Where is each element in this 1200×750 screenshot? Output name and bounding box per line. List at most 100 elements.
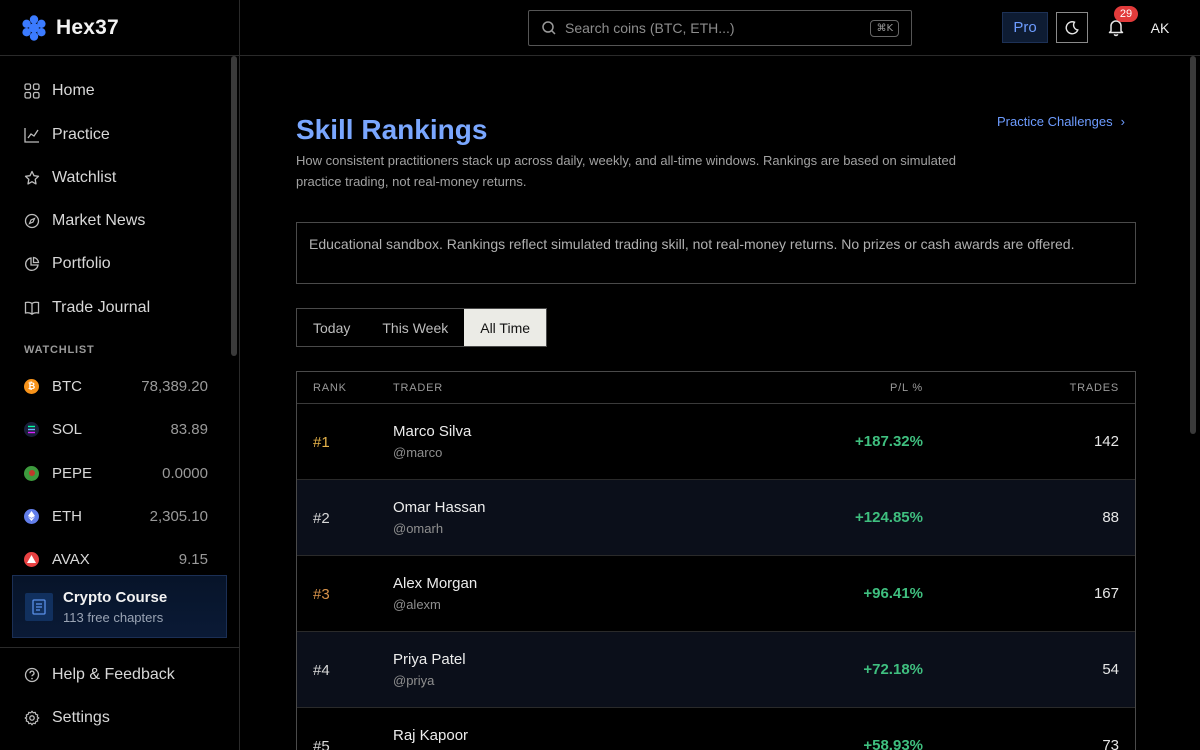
search-input[interactable]: Search coins (BTC, ETH...) ⌘K — [528, 10, 912, 46]
brand-name: Hex37 — [56, 16, 119, 39]
rank-cell: #1 — [313, 434, 330, 451]
course-subtitle: 113 free chapters — [63, 609, 164, 625]
bell-icon — [1108, 20, 1124, 37]
trader-handle: @omarh — [393, 521, 444, 536]
main-scrollbar[interactable] — [1190, 56, 1196, 434]
sidebar-item-label: Home — [52, 82, 95, 99]
book-icon — [24, 301, 40, 316]
watchlist-price: 2,305.10 — [149, 507, 208, 525]
sidebar-item-settings[interactable]: Settings — [24, 706, 110, 730]
sidebar-item-watchlist[interactable]: Watchlist — [24, 166, 116, 190]
sidebar-item-trade-journal[interactable]: Trade Journal — [24, 296, 150, 320]
table-row[interactable]: #3 Alex Morgan @alexm +96.41% 167 — [297, 556, 1135, 632]
crypto-course-card[interactable]: Crypto Course 113 free chapters — [12, 575, 227, 638]
sidebar-item-label: Trade Journal — [52, 299, 151, 316]
table-row[interactable]: #4 Priya Patel @priya +72.18% 54 — [297, 632, 1135, 708]
compass-icon — [24, 213, 40, 229]
watchlist-symbol: ETH — [52, 507, 82, 525]
column-header-trades[interactable]: TRADES — [1069, 382, 1119, 394]
moon-icon — [1065, 20, 1079, 34]
sidebar-item-home[interactable]: Home — [24, 79, 95, 103]
practice-challenges-link[interactable]: Practice Challenges › — [997, 114, 1125, 129]
main-content: Skill Rankings How consistent practition… — [240, 56, 1200, 750]
pl-cell: +124.85% — [855, 509, 923, 526]
avatar[interactable]: AK — [1150, 19, 1170, 36]
notification-count-badge: 29 — [1114, 6, 1138, 22]
pl-cell: +187.32% — [855, 433, 923, 450]
ethereum-icon — [24, 508, 39, 524]
trader-name: Priya Patel — [393, 651, 466, 668]
trader-name: Omar Hassan — [393, 499, 486, 516]
course-book-icon — [25, 592, 53, 621]
rank-cell: #4 — [313, 662, 330, 679]
pepe-icon — [24, 465, 39, 481]
chart-line-icon — [24, 128, 39, 143]
tab-this-week[interactable]: This Week — [382, 319, 449, 336]
trades-cell: 88 — [1102, 509, 1119, 526]
trades-cell: 167 — [1093, 585, 1119, 602]
sidebar-item-help[interactable]: Help & Feedback — [24, 663, 175, 687]
pl-cell: +72.18% — [863, 661, 923, 678]
trader-name: Alex Morgan — [393, 575, 478, 592]
pro-button[interactable]: Pro — [1002, 12, 1048, 43]
sidebar-item-label: Watchlist — [52, 169, 117, 186]
watchlist-symbol: BTC — [52, 377, 82, 395]
sidebar-scrollbar[interactable] — [231, 56, 237, 356]
table-header: RANK TRADER P/L % TRADES — [297, 372, 1135, 404]
table-row[interactable]: #1 Marco Silva @marco +187.32% 142 — [297, 404, 1135, 480]
bitcoin-icon: ₿ — [24, 378, 39, 394]
trader-name: Raj Kapoor — [393, 727, 469, 744]
sidebar-item-label: Help & Feedback — [52, 666, 175, 683]
watchlist-item-avax[interactable]: AVAX 9.15 — [24, 549, 208, 569]
watchlist-symbol: PEPE — [52, 464, 93, 482]
column-header-pl[interactable]: P/L % — [890, 382, 923, 394]
sidebar-item-practice[interactable]: Practice — [24, 123, 110, 147]
theme-toggle-button[interactable] — [1056, 12, 1088, 43]
educational-notice: Educational sandbox. Rankings reflect si… — [296, 222, 1136, 284]
watchlist-item-sol[interactable]: SOL 83.89 — [24, 419, 208, 439]
trades-cell: 54 — [1102, 661, 1119, 678]
gear-icon — [24, 710, 40, 726]
sidebar-item-label: Practice — [52, 126, 110, 143]
watchlist-item-pepe[interactable]: PEPE 0.0000 — [24, 463, 208, 483]
page-title: Skill Rankings — [296, 114, 488, 145]
watchlist-item-eth[interactable]: ETH 2,305.10 — [24, 506, 208, 526]
pie-chart-icon — [25, 256, 40, 271]
shortcut-hint: ⌘K — [870, 19, 899, 37]
column-header-trader[interactable]: TRADER — [393, 382, 444, 394]
column-header-rank[interactable]: RANK — [313, 382, 347, 394]
watchlist-price: 9.15 — [178, 550, 208, 568]
grid-icon — [24, 83, 40, 99]
hex-logo-icon — [22, 15, 46, 41]
time-range-tabs: Today This Week All Time — [296, 308, 548, 347]
brand[interactable]: Hex37 — [0, 0, 240, 56]
trader-handle: @alexm — [393, 597, 441, 612]
sidebar-item-market-news[interactable]: Market News — [24, 209, 145, 233]
course-title: Crypto Course — [63, 588, 168, 606]
trader-name: Marco Silva — [393, 423, 472, 440]
tab-all-time[interactable]: All Time — [464, 309, 547, 346]
chevron-right-icon: › — [1120, 114, 1125, 129]
search-icon — [542, 21, 556, 35]
sidebar-item-label: Market News — [52, 212, 146, 229]
sidebar-item-portfolio[interactable]: Portfolio — [24, 252, 111, 276]
pl-cell: +96.41% — [863, 585, 923, 602]
rank-cell: #5 — [313, 738, 330, 750]
watchlist-item-btc[interactable]: ₿ BTC 78,389.20 — [24, 376, 208, 396]
trader-handle: @marco — [393, 445, 443, 460]
watchlist-price: 0.0000 — [162, 464, 208, 482]
watchlist-symbol: SOL — [52, 420, 83, 438]
notifications-button[interactable] — [1104, 14, 1128, 40]
sidebar: Home Practice Watchlist Market News Port… — [0, 56, 240, 750]
watchlist-symbol: AVAX — [52, 550, 90, 568]
help-icon — [24, 667, 40, 683]
sidebar-item-label: Portfolio — [52, 255, 111, 272]
watchlist-price: 78,389.20 — [141, 377, 208, 395]
top-bar: Hex37 Search coins (BTC, ETH...) ⌘K Pro … — [0, 0, 1200, 56]
pl-cell: +58.93% — [863, 737, 923, 750]
table-row[interactable]: #2 Omar Hassan @omarh +124.85% 88 — [297, 480, 1135, 556]
sidebar-item-label: Settings — [52, 709, 110, 726]
tab-today[interactable]: Today — [313, 319, 351, 336]
table-row[interactable]: #5 Raj Kapoor +58.93% 73 — [297, 708, 1135, 750]
practice-challenges-label: Practice Challenges — [997, 114, 1113, 129]
